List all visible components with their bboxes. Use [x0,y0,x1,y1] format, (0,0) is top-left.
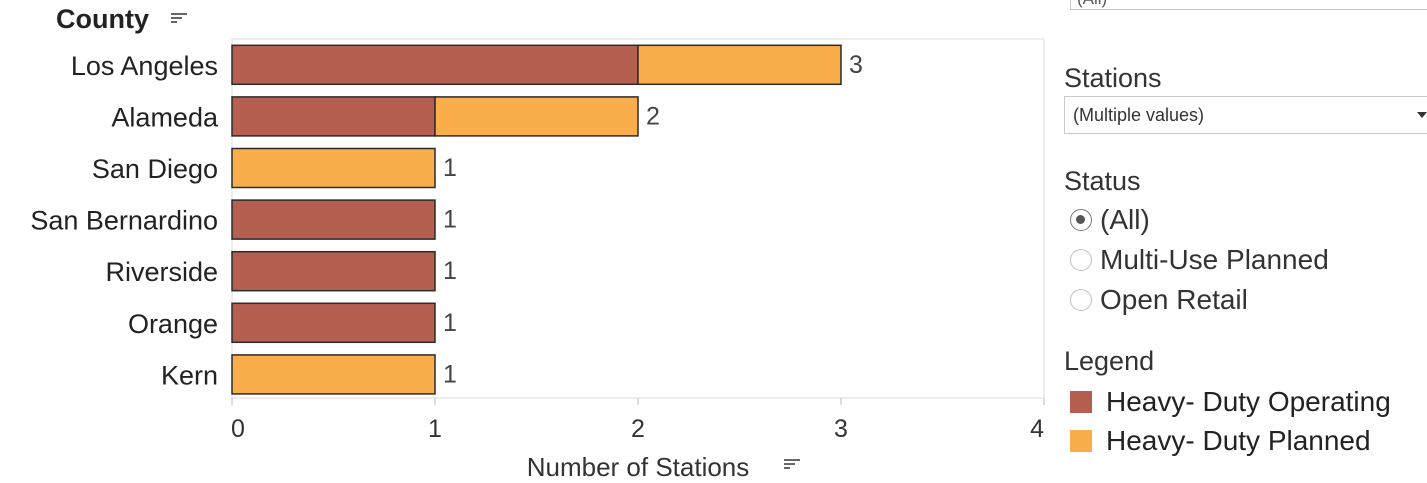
bar-operating[interactable] [231,199,436,240]
bar-value-label: 2 [646,102,660,130]
radio-icon[interactable] [1070,289,1092,311]
legend-swatch [1070,390,1092,413]
x-axis-title: Number of Stations [527,452,750,482]
bar-value-label: 1 [443,206,457,234]
sort-icon-line [784,467,790,469]
bar-value-label: 3 [849,51,863,79]
bar-value-label: 1 [443,154,457,182]
sort-icon[interactable] [171,13,187,23]
bar-value-label: 1 [443,257,457,285]
sort-icon-line [784,463,795,465]
status-option-label: Open Retail [1100,284,1248,315]
x-tick-label: 1 [428,415,442,443]
category-label: San Diego [92,154,218,184]
stations-dropdown-value: (Multiple values) [1073,105,1205,125]
x-tick-label: 2 [631,415,645,443]
bar-planned[interactable] [637,44,842,86]
stations-dropdown[interactable]: (Multiple values) [1064,96,1427,134]
legend-title: Legend [1064,346,1155,376]
category-axis-title: County [56,4,149,34]
sort-icon-line [171,21,177,23]
bar-planned[interactable] [434,96,639,137]
legend-swatch [1070,429,1092,452]
legend: Heavy- Duty Operating Heavy- Duty Planne… [1070,382,1391,460]
bar-operating[interactable] [231,250,436,292]
sort-icon-line [784,459,800,461]
category-label: Orange [128,309,218,339]
sort-icon[interactable] [784,459,800,469]
category-label: Kern [161,360,218,390]
x-tick-label: 3 [834,415,848,443]
category-label: Alameda [111,102,219,132]
chevron-down-icon [1417,112,1427,118]
status-option-label: Multi-Use Planned [1100,244,1329,275]
partial-filter-dropdown[interactable]: (All) [1070,0,1427,10]
bar-operating[interactable] [231,96,436,137]
x-axis-ticks: 0 1 2 3 4 [231,398,1045,443]
bar-operating[interactable] [231,302,436,344]
legend-item-operating[interactable]: Heavy- Duty Operating [1070,382,1391,421]
bars[interactable] [231,44,842,395]
bar-operating[interactable] [231,44,639,86]
status-option-label: (All) [1100,204,1150,235]
sort-icon-line [171,17,182,19]
status-filter-title: Status [1064,166,1141,196]
category-label: San Bernardino [30,206,218,236]
legend-item-planned[interactable]: Heavy- Duty Planned [1070,421,1391,460]
bar-value-label: 1 [443,309,457,337]
status-option-all[interactable]: (All) [1070,200,1427,240]
category-labels: Los Angeles Alameda San Diego San Bernardin… [30,51,219,391]
legend-label: Heavy- Duty Operating [1106,385,1391,417]
bar-planned[interactable] [231,354,436,395]
x-tick-label: 0 [231,415,245,443]
category-label: Riverside [105,257,218,287]
bar-planned[interactable] [231,147,436,189]
bar-value-label: 1 [443,360,457,388]
category-label: Los Angeles [71,51,218,81]
radio-icon[interactable] [1070,249,1092,271]
status-option-multi-use-planned[interactable]: Multi-Use Planned [1070,240,1427,280]
sort-icon-line [171,13,187,15]
status-radio-list[interactable]: (All) Multi-Use Planned Open Retail [1070,200,1427,328]
bar-chart: County Los Angeles Alameda San Diego San Be… [30,4,1045,482]
side-panel: (All) Stations (Multiple values) Status … [1064,0,1427,483]
status-option-partial[interactable] [1070,320,1427,328]
legend-label: Heavy- Duty Planned [1106,424,1371,456]
radio-selected-icon[interactable] [1070,209,1092,231]
stations-filter-title: Stations [1064,63,1162,93]
status-option-open-retail[interactable]: Open Retail [1070,280,1427,320]
data-labels: 3 2 1 1 1 1 1 [443,51,863,389]
x-tick-label: 4 [1030,415,1044,443]
